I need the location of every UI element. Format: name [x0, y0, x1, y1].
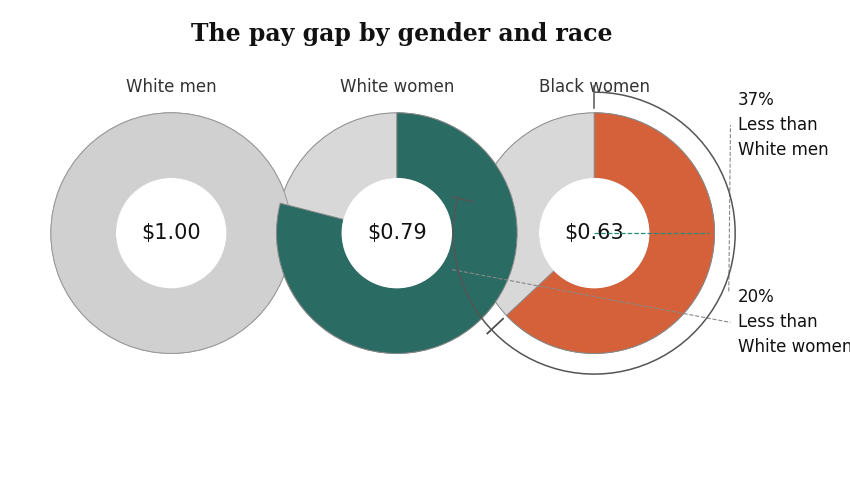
- Circle shape: [116, 179, 226, 288]
- Text: $0.79: $0.79: [367, 223, 427, 243]
- Text: 37%
Less than
White men: 37% Less than White men: [738, 91, 829, 159]
- Circle shape: [540, 179, 649, 288]
- Text: Black women: Black women: [539, 78, 649, 96]
- Text: The pay gap by gender and race: The pay gap by gender and race: [190, 22, 612, 45]
- Wedge shape: [474, 113, 715, 353]
- Wedge shape: [276, 113, 517, 353]
- Text: 20%
Less than
White women: 20% Less than White women: [738, 288, 850, 357]
- Wedge shape: [276, 113, 517, 353]
- Wedge shape: [51, 113, 292, 353]
- Wedge shape: [51, 113, 292, 353]
- Text: White women: White women: [340, 78, 454, 96]
- Circle shape: [343, 179, 451, 288]
- Wedge shape: [507, 113, 715, 353]
- Text: White men: White men: [126, 78, 217, 96]
- Text: $1.00: $1.00: [141, 223, 201, 243]
- Text: $0.63: $0.63: [564, 223, 624, 243]
